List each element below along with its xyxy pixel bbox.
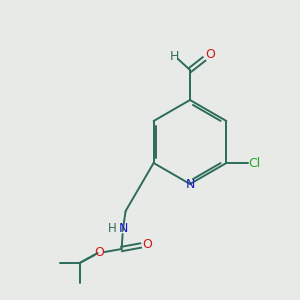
Text: N: N <box>119 221 128 235</box>
Text: O: O <box>95 247 105 260</box>
Text: H: H <box>108 221 117 235</box>
Text: O: O <box>143 238 153 250</box>
Text: O: O <box>205 49 215 62</box>
Text: N: N <box>185 178 195 191</box>
Text: H: H <box>169 50 179 62</box>
Text: Cl: Cl <box>248 157 260 169</box>
